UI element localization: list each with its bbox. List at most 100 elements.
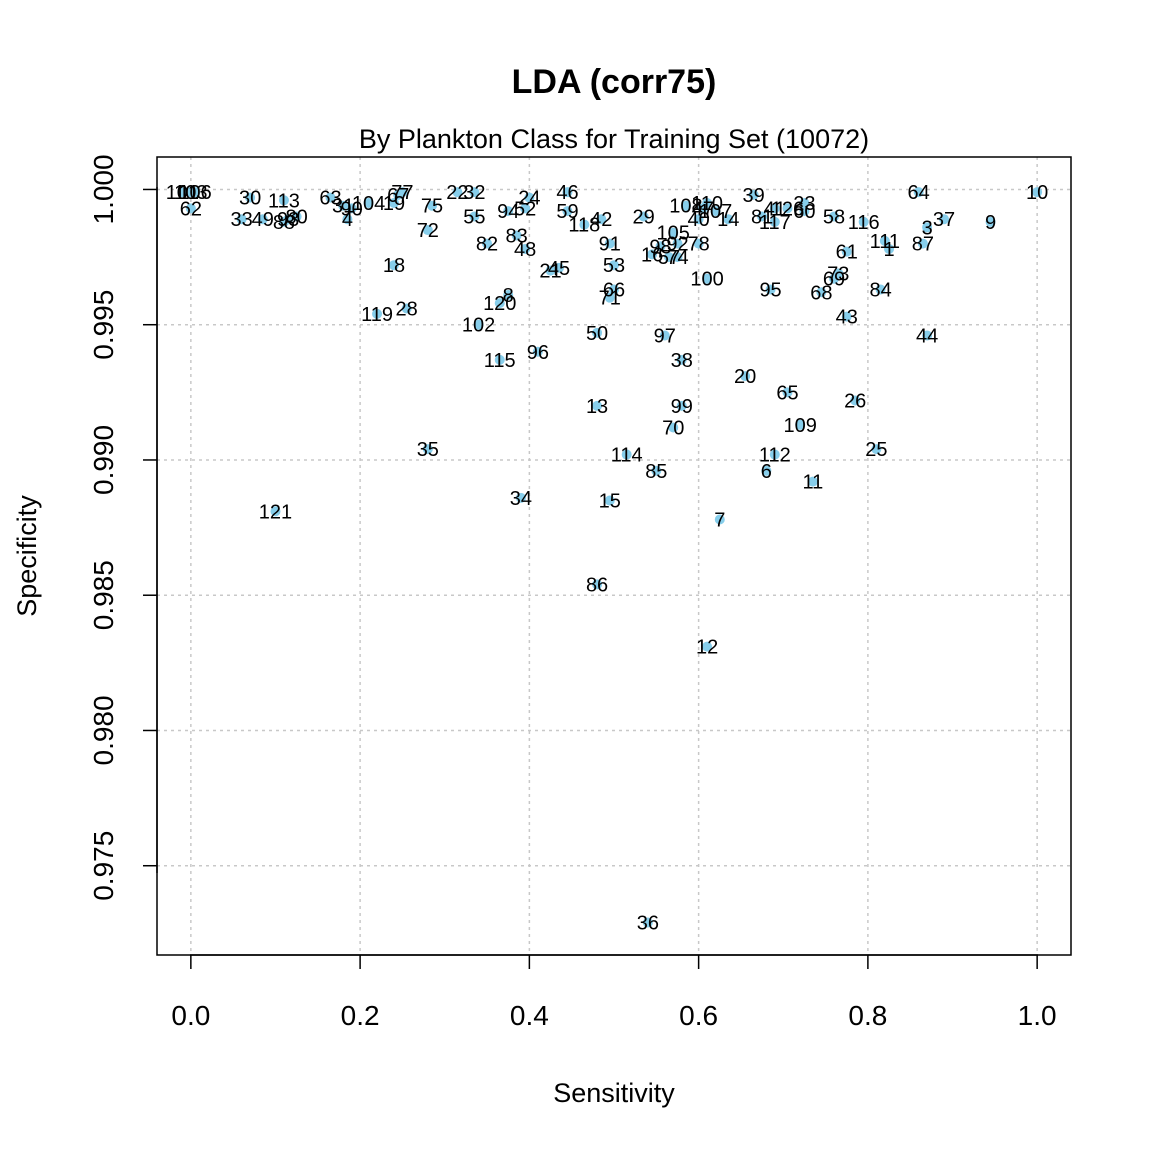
- data-point: [939, 214, 950, 225]
- x-tick-label: 0.8: [848, 1000, 887, 1031]
- data-point-label: 77: [391, 182, 413, 204]
- data-point: [807, 476, 818, 487]
- data-point: [647, 249, 658, 260]
- data-point-label: 23: [793, 193, 815, 215]
- data-point: [757, 211, 768, 222]
- data-point: [799, 206, 810, 217]
- data-point: [388, 197, 399, 208]
- data-point-label: 38: [671, 350, 693, 372]
- data-point-label: 8: [503, 285, 514, 307]
- data-point: [761, 465, 772, 476]
- data-point: [278, 216, 289, 227]
- data-point: [592, 400, 603, 411]
- data-point-label: 117: [759, 212, 791, 234]
- data-point-label: 15: [599, 491, 621, 513]
- data-point: [655, 241, 666, 252]
- data-point-label: 19: [383, 193, 405, 215]
- data-point-label: 75: [421, 196, 443, 218]
- data-point: [782, 203, 793, 214]
- data-point: [338, 200, 349, 211]
- data-point-label: 47: [692, 198, 714, 220]
- data-point-label: 49: [252, 209, 274, 231]
- data-point: [604, 292, 615, 303]
- data-point: [562, 187, 573, 198]
- data-point-label: 37: [933, 209, 955, 231]
- data-point-label: 26: [844, 390, 866, 412]
- data-point-label: 68: [810, 282, 832, 304]
- data-point-label: 73: [827, 263, 849, 285]
- data-point: [642, 917, 653, 928]
- x-axis-label: Sensitivity: [553, 1078, 675, 1108]
- data-point: [765, 284, 776, 295]
- data-point: [714, 514, 725, 525]
- x-axis: 0.0 0.2 0.4 0.6 0.8 1.0: [171, 954, 1057, 1031]
- x-tick-label: 0.0: [171, 1000, 210, 1031]
- y-tick-label: 0.975: [88, 831, 119, 901]
- data-point-label: 74: [666, 247, 688, 269]
- data-point-label: 100: [690, 269, 723, 291]
- data-point-label: 108: [669, 196, 702, 218]
- data-point: [532, 346, 543, 357]
- data-point: [769, 449, 780, 460]
- data-point: [325, 192, 336, 203]
- data-point-label: 94: [497, 201, 519, 223]
- data-point: [469, 211, 480, 222]
- data-point-label: 116: [848, 212, 880, 234]
- data-point-label: 87: [912, 234, 934, 256]
- data-point: [702, 273, 713, 284]
- data-point-label: 20: [734, 366, 756, 388]
- x-tick-label: 1.0: [1018, 1000, 1057, 1031]
- data-point-label: 10: [1026, 182, 1048, 204]
- data-point-label: 59: [556, 201, 578, 223]
- data-point: [723, 214, 734, 225]
- data-point-label: 91: [599, 234, 621, 256]
- data-point-label: 85: [645, 461, 667, 483]
- data-point: [342, 214, 353, 225]
- data-point-label: 1: [883, 239, 894, 261]
- data-point-label: 65: [776, 382, 798, 404]
- data-point-label: 45: [548, 258, 570, 280]
- data-point: [922, 330, 933, 341]
- data-point: [850, 395, 861, 406]
- data-point: [372, 308, 383, 319]
- data-point: [185, 203, 196, 214]
- data-point-label: 99: [671, 396, 693, 418]
- data-point: [473, 319, 484, 330]
- data-point: [494, 298, 505, 309]
- data-point: [427, 200, 438, 211]
- data-point: [520, 243, 531, 254]
- data-point-label: 32: [463, 182, 485, 204]
- data-point-label: 67: [387, 185, 409, 207]
- data-point-label: 46: [556, 182, 578, 204]
- data-point-label: 72: [417, 220, 439, 242]
- chart-title: LDA (corr75): [512, 63, 717, 101]
- data-point-label: 64: [908, 182, 930, 204]
- data-point-label: 34: [510, 488, 532, 510]
- data-point: [740, 371, 751, 382]
- data-point: [702, 641, 713, 652]
- data-point-label: 25: [865, 439, 887, 461]
- data-point-label: 96: [527, 342, 549, 364]
- y-axis-label: Specificity: [12, 495, 42, 617]
- x-tick-label: 0.4: [510, 1000, 549, 1031]
- data-point-label: 44: [916, 326, 938, 348]
- data-point: [257, 214, 268, 225]
- y-tick-label: 0.980: [88, 695, 119, 765]
- data-point: [393, 189, 404, 200]
- data-point-label: 11: [802, 472, 823, 494]
- data-point: [676, 400, 687, 411]
- data-point-label: 39: [743, 185, 765, 207]
- data-point-label: 107: [699, 201, 732, 223]
- data-point-label: 12: [696, 637, 718, 659]
- x-tick-label: 0.2: [341, 1000, 380, 1031]
- data-point: [452, 187, 463, 198]
- data-point-label: 63: [319, 188, 341, 210]
- data-point: [922, 222, 933, 233]
- point-labels: 1093736487111111661844443736968582360126…: [166, 182, 1049, 934]
- data-point: [346, 203, 357, 214]
- data-point: [782, 387, 793, 398]
- data-point-label: 50: [586, 323, 608, 345]
- data-point: [795, 419, 806, 430]
- data-point: [503, 206, 514, 217]
- data-point: [524, 192, 535, 203]
